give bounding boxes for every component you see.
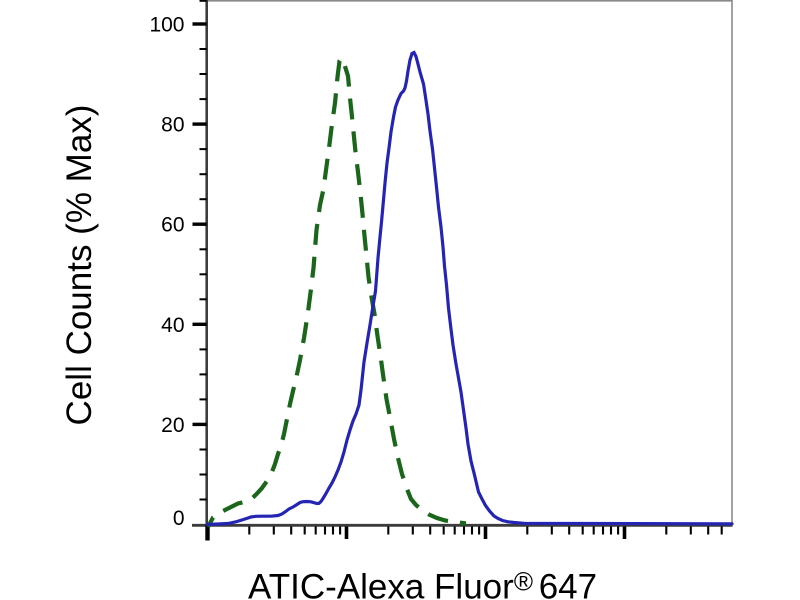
- svg-text:ATIC-Alexa Fluor® 647: ATIC-Alexa Fluor® 647: [248, 567, 597, 600]
- svg-text:40: 40: [161, 314, 184, 337]
- svg-text:80: 80: [161, 114, 184, 137]
- svg-text:20: 20: [161, 414, 184, 437]
- svg-text:Cell Counts (% Max): Cell Counts (% Max): [60, 105, 99, 426]
- svg-text:60: 60: [161, 214, 184, 237]
- svg-text:0: 0: [173, 507, 185, 530]
- svg-text:100: 100: [149, 14, 184, 37]
